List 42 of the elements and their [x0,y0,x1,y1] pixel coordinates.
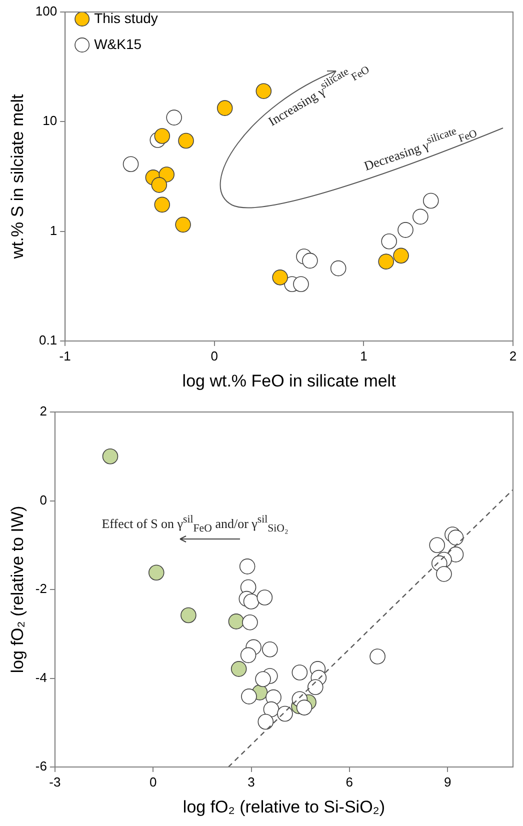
y-tick-label: 2 [40,404,47,419]
point [393,248,409,264]
y-axis-title: wt.% S in silciate melt [8,94,27,260]
point [154,128,170,144]
point [243,594,260,610]
x-tick-label: 3 [248,774,255,790]
point [154,196,170,213]
y-tick-label: 1 [50,222,58,238]
x-tick-label: 0 [210,348,218,364]
y-tick-label: 0.1 [39,332,58,348]
legend-label: W&K15 [94,36,142,52]
point [378,254,394,270]
x-tick-label: 1 [360,348,368,364]
point [216,100,233,116]
x-tick-label: 2 [509,348,517,364]
y-tick-label: 100 [35,4,58,19]
y-axis-title: log fO₂ (relative to IW) [8,506,27,674]
legend-label: This study [94,10,158,26]
x-tick-label: 6 [346,774,354,790]
point [178,132,194,149]
point [448,530,464,546]
point [151,177,168,193]
y-tick-label: -4 [35,670,47,685]
point [180,607,196,624]
y-tick-label: -6 [35,758,47,774]
point [148,564,164,581]
y-tick-label: -2 [35,581,47,596]
x-tick-label: 9 [444,774,452,790]
y-tick-label: 0 [40,492,47,508]
point [158,166,175,182]
point [296,700,312,716]
x-tick-label: 0 [149,774,157,790]
point [175,216,191,233]
x-axis-title: log fO₂ (relative to Si-SiO₂) [182,797,386,816]
x-tick-label: -1 [59,348,71,364]
x-tick-label: -3 [49,774,61,790]
x-axis-title: log wt.% FeO in silicate melt [182,371,396,390]
point [102,448,118,464]
point [228,614,244,630]
y-tick-label: 10 [42,113,58,128]
point [272,270,288,286]
point [230,661,247,677]
